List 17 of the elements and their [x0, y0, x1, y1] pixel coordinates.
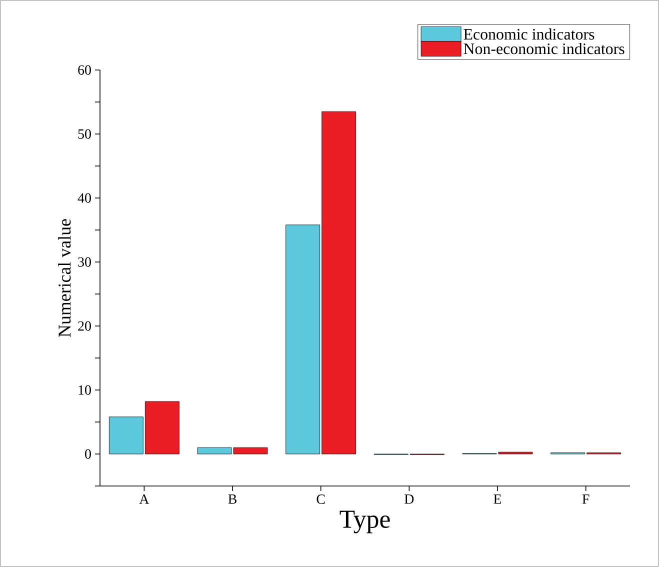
x-axis-title: Type [340, 510, 390, 534]
x-tick-label: E [494, 494, 502, 504]
x-tick-label: D [404, 494, 414, 504]
y-tick-label: 10 [78, 385, 91, 395]
y-tick-label: 20 [78, 321, 91, 331]
legend-label: Economic indicators [464, 28, 594, 40]
y-tick-label: 60 [78, 65, 91, 75]
y-tick-label: 40 [78, 193, 91, 203]
y-tick-label: 0 [85, 449, 91, 459]
x-tick-label: B [228, 494, 236, 504]
y-tick-label: 50 [78, 129, 91, 139]
y-tick-label: 30 [78, 257, 91, 267]
legend-label: Non-economic indicators [464, 42, 624, 54]
x-tick-label: C [316, 494, 325, 504]
x-tick-label: A [139, 494, 150, 504]
y-axis-title: Numerical value [58, 219, 71, 337]
x-tick-label: F [582, 494, 590, 504]
